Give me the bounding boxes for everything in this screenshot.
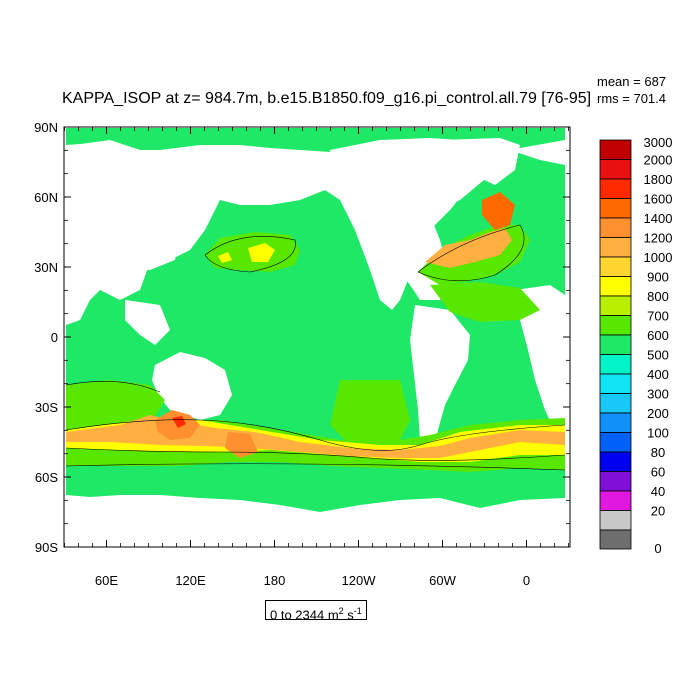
colorbar-swatch: [599, 412, 632, 433]
axis-tick-labels: 90N 60N 30N 0 30S 60S 90S 60E 120E 180 120W 60W 0: [34, 120, 530, 588]
colorbar-label: 300: [647, 387, 669, 402]
colorbar-label: 700: [647, 309, 669, 324]
colorbar-swatch: [599, 159, 632, 180]
gulf-stream-core: [425, 228, 512, 268]
axis-ticks: [64, 126, 570, 548]
lon-tick-label: 60E: [95, 573, 118, 588]
eurasia: [66, 140, 325, 325]
lat-tick-label: 60N: [34, 190, 58, 205]
colorbar-label: 1400: [644, 211, 673, 226]
colorbar-label: 600: [647, 328, 669, 343]
range-mid: s: [343, 607, 354, 623]
northern-ocean: [66, 150, 565, 340]
south-atlantic-band: [330, 380, 410, 445]
colorbar-swatch: [599, 510, 632, 531]
colorbar-swatch: [599, 237, 632, 258]
colorbar-label: 500: [647, 348, 669, 363]
maritime-continent: [125, 300, 170, 345]
tasman-peak: [225, 432, 258, 458]
antarctica: [64, 515, 570, 547]
colorbar-label: 3000: [644, 135, 673, 150]
lat-tick-label: 90N: [34, 120, 58, 135]
kerguelen-core: [172, 416, 186, 428]
colorbar-swatch: [599, 198, 632, 219]
colorbar-swatch: [599, 178, 632, 199]
range-prefix: 0 to 2344 m: [270, 607, 339, 623]
value-range-box: 0 to 2344 m2 s-1: [265, 600, 367, 623]
colorbar-swatch: [599, 217, 632, 238]
colorbar-swatch: [599, 471, 632, 492]
lat-tick-label: 60S: [35, 470, 58, 485]
land-masks: [64, 138, 570, 547]
colorbar-label: 0: [654, 541, 661, 556]
lat-tick-label: 90S: [35, 540, 58, 555]
colorbar-swatch: [599, 490, 632, 511]
colorbar-label: 1000: [644, 250, 673, 265]
rms-label: rms = 701.4: [597, 91, 666, 106]
colorbar-label: 2000: [644, 153, 673, 168]
lon-tick-label: 60W: [429, 573, 456, 588]
mean-label: mean = 687: [597, 74, 666, 89]
africa: [515, 285, 565, 440]
colorbar-swatch: [599, 295, 632, 316]
colorbar-label: 1800: [644, 172, 673, 187]
tropical-atlantic-band: [430, 282, 540, 322]
colorbar-label: 200: [647, 406, 669, 421]
colorbar-swatch: [599, 451, 632, 472]
lat-tick-label: 0: [51, 330, 58, 345]
lat-tick-label: 30N: [34, 260, 58, 275]
colorbar-label: 1600: [644, 192, 673, 207]
colorbar-label: 60: [651, 465, 665, 480]
labrador-sea-max: [482, 192, 515, 230]
range-exponent-1: 2: [338, 606, 344, 616]
north-pacific-peak-west: [218, 252, 232, 263]
colorbar-label: 100: [647, 426, 669, 441]
australia: [152, 352, 232, 420]
map-plot: [64, 127, 570, 547]
lon-tick-label: 120E: [175, 573, 206, 588]
colorbar-label: 40: [651, 484, 665, 499]
chart-title: KAPPA_ISOP at z= 984.7m, b.e15.B1850.f09…: [62, 90, 591, 107]
colorbar-swatch: [599, 256, 632, 277]
colorbar-label: 400: [647, 367, 669, 382]
range-exponent-2: -1: [353, 606, 362, 616]
colorbar-label: 80: [651, 445, 665, 460]
colorbar-swatch: [599, 373, 632, 394]
colorbar-label: 1200: [644, 231, 673, 246]
greenland: [440, 138, 520, 185]
contour-lines: [65, 224, 566, 471]
colorbar: 3000200018001600140012001000900800700600…: [599, 135, 673, 556]
colorbar-label: 900: [647, 270, 669, 285]
north-pacific-peak: [248, 243, 275, 262]
contour-fills: [66, 192, 565, 472]
colorbar-swatch: [599, 315, 632, 336]
colorbar-swatch: [599, 139, 632, 160]
colorbar-swatch: [599, 432, 632, 453]
colorbar-swatch: [599, 393, 632, 414]
lon-tick-label: 0: [523, 573, 530, 588]
lon-tick-label: 180: [264, 573, 286, 588]
lon-tick-label: 120W: [342, 573, 377, 588]
colorbar-swatch: [599, 334, 632, 355]
colorbar-label: 20: [651, 504, 665, 519]
colorbar-label: 800: [647, 289, 669, 304]
north-america: [325, 138, 480, 310]
colorbar-swatch: [599, 354, 632, 375]
colorbar-swatch: [599, 529, 632, 550]
lat-tick-label: 30S: [35, 400, 58, 415]
colorbar-swatch: [599, 276, 632, 297]
south-america: [410, 305, 470, 470]
